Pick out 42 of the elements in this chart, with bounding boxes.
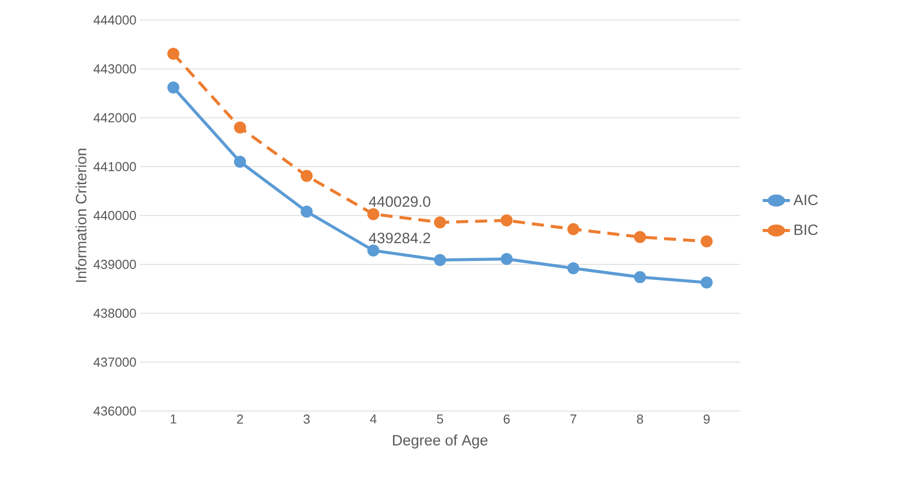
point (434, 216, 446, 228)
y-tick-label: 436000 (94, 406, 136, 416)
legend-label: BIC (794, 224, 818, 236)
y-tick-label: 443000 (94, 64, 136, 74)
x-tick-label: 4 (370, 414, 377, 424)
y-tick-label: 439000 (94, 260, 136, 269)
y-axis-title: Information Criterion (75, 148, 86, 282)
point (167, 81, 180, 94)
x-tick-label: 2 (237, 414, 243, 424)
point (234, 122, 246, 134)
point (567, 223, 580, 236)
point (300, 206, 313, 218)
x-tick-label: 3 (304, 414, 310, 424)
y-tick-label: 440000 (94, 210, 136, 220)
data-label: 439284.2 (368, 232, 430, 244)
point (634, 231, 646, 244)
point (700, 276, 713, 288)
x-tick-label: 7 (570, 414, 576, 424)
point (700, 235, 713, 248)
point (167, 48, 180, 60)
point (500, 253, 513, 265)
point (500, 214, 513, 226)
x-tick-label: 6 (504, 414, 510, 424)
point (300, 170, 313, 182)
point (634, 271, 646, 284)
x-tick-label: 9 (704, 414, 710, 424)
x-tick-label: 5 (436, 414, 444, 424)
point (567, 262, 580, 274)
y-tick-label: 441000 (94, 162, 136, 172)
y-tick-label: 444000 (94, 15, 136, 25)
point (367, 208, 380, 220)
point (234, 156, 246, 168)
y-tick-label: 442000 (94, 113, 136, 122)
x-tick-label: 1 (170, 414, 176, 424)
x-tick-label: 8 (636, 414, 644, 424)
y-tick-label: 438000 (94, 308, 136, 318)
data-label: 440029.0 (368, 196, 430, 207)
legend-label: AIC (793, 194, 818, 206)
point (434, 254, 446, 266)
y-tick-label: 437000 (94, 358, 136, 367)
point (367, 244, 380, 256)
x-axis-title: Degree of Age (393, 434, 488, 448)
